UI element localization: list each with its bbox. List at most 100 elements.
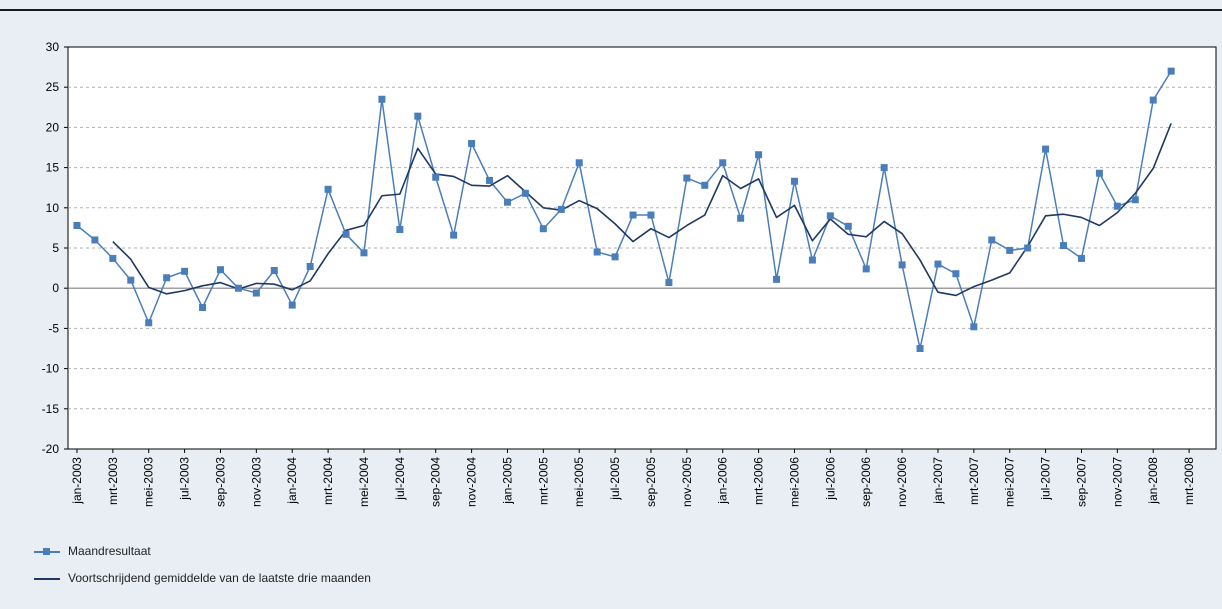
x-tick-label: jan-2004	[285, 457, 299, 505]
data-point-marker	[665, 279, 673, 287]
y-tick-label: 0	[52, 281, 59, 295]
data-point-marker	[432, 173, 440, 181]
data-point-marker	[988, 236, 996, 244]
data-point-marker	[1149, 96, 1157, 104]
x-tick-label: jul-2004	[393, 457, 407, 501]
data-point-marker	[145, 319, 153, 327]
data-point-marker	[450, 231, 458, 239]
x-tick-label: mei-2004	[357, 457, 371, 507]
data-point-marker	[288, 301, 296, 309]
y-tick-label: 10	[46, 201, 60, 215]
x-tick-label: jan-2006	[716, 457, 730, 505]
data-point-marker	[342, 230, 350, 238]
data-point-marker	[181, 267, 189, 275]
data-point-marker	[844, 222, 852, 230]
data-point-marker	[360, 249, 368, 257]
y-tick-label: 30	[46, 40, 60, 54]
top-rule	[0, 9, 1222, 11]
data-point-marker	[1042, 145, 1050, 153]
legend-label: Maandresultaat	[68, 544, 151, 558]
x-tick-label: nov-2004	[465, 457, 479, 507]
x-tick-label: jul-2005	[608, 457, 622, 501]
data-point-marker	[1131, 196, 1139, 204]
x-tick-label: sep-2003	[213, 457, 227, 507]
x-tick-label: mrt-2003	[106, 457, 120, 505]
x-tick-label: mrt-2005	[536, 457, 550, 505]
x-tick-label: mei-2005	[572, 457, 586, 507]
data-point-marker	[647, 211, 655, 219]
x-tick-label: jan-2003	[70, 457, 84, 505]
x-tick-label: jul-2006	[823, 457, 837, 501]
data-point-marker	[216, 266, 224, 274]
data-point-marker	[880, 164, 888, 172]
data-point-marker	[396, 226, 404, 234]
x-tick-label: jan-2005	[500, 457, 514, 505]
data-point-marker	[557, 205, 565, 213]
data-point-marker	[862, 265, 870, 273]
data-point-marker	[270, 267, 278, 275]
x-tick-label: mrt-2007	[967, 457, 981, 505]
x-tick-label: nov-2007	[1110, 457, 1124, 507]
data-point-marker	[252, 289, 260, 297]
x-tick-label: mrt-2006	[752, 457, 766, 505]
x-tick-label: mrt-2004	[321, 457, 335, 505]
data-point-marker	[521, 189, 529, 197]
data-point-marker	[826, 212, 834, 220]
y-tick-label: 15	[46, 161, 60, 175]
data-point-marker	[414, 112, 422, 120]
y-tick-label: -15	[42, 402, 60, 416]
x-tick-label: nov-2005	[680, 457, 694, 507]
data-point-marker	[199, 303, 207, 311]
data-point-marker	[1095, 169, 1103, 177]
data-point-marker	[629, 211, 637, 219]
plot-area	[67, 46, 1217, 450]
data-point-marker	[1024, 244, 1032, 252]
data-point-marker	[898, 261, 906, 269]
x-tick-label: sep-2006	[859, 457, 873, 507]
x-tick-label: sep-2004	[429, 457, 443, 507]
legend-label: Voortschrijdend gemiddelde van de laatst…	[68, 571, 371, 585]
data-point-marker	[234, 284, 242, 292]
data-point-marker	[773, 275, 781, 283]
data-point-marker	[808, 256, 816, 264]
data-point-marker	[539, 225, 547, 233]
data-point-marker	[1113, 202, 1121, 210]
data-point-marker	[1060, 242, 1068, 250]
data-point-marker	[701, 181, 709, 189]
y-tick-label: 25	[46, 80, 60, 94]
data-point-marker	[324, 185, 332, 193]
data-point-marker	[163, 274, 171, 282]
y-tick-label: -20	[42, 442, 60, 456]
y-tick-label: -10	[42, 362, 60, 376]
data-point-marker	[611, 253, 619, 261]
data-point-marker	[378, 95, 386, 103]
data-point-marker	[970, 323, 978, 331]
series-line-moving-average	[112, 123, 1172, 297]
data-point-marker	[109, 254, 117, 262]
x-tick-label: jul-2007	[1039, 457, 1053, 501]
x-tick-label: jan-2008	[1146, 457, 1160, 505]
y-tick-label: 20	[46, 120, 60, 134]
legend-line-swatch	[34, 578, 60, 580]
x-tick-label: sep-2007	[1074, 457, 1088, 507]
x-tick-label: sep-2005	[644, 457, 658, 507]
data-point-marker	[719, 159, 727, 167]
data-point-marker	[737, 214, 745, 222]
data-point-marker	[468, 139, 476, 147]
data-point-marker	[127, 276, 135, 284]
legend-square-marker	[43, 548, 50, 555]
data-point-marker	[1167, 67, 1175, 75]
x-tick-label: mei-2003	[142, 457, 156, 507]
data-point-marker	[916, 345, 924, 352]
x-tick-label: jan-2007	[931, 457, 945, 505]
data-point-marker	[934, 260, 942, 268]
data-point-marker	[790, 177, 798, 185]
x-tick-label: mei-2006	[787, 457, 801, 507]
data-point-marker	[952, 270, 960, 278]
data-point-marker	[91, 236, 99, 244]
x-tick-label: jul-2003	[178, 457, 192, 501]
x-tick-label: nov-2003	[249, 457, 263, 507]
data-point-marker	[755, 151, 763, 159]
